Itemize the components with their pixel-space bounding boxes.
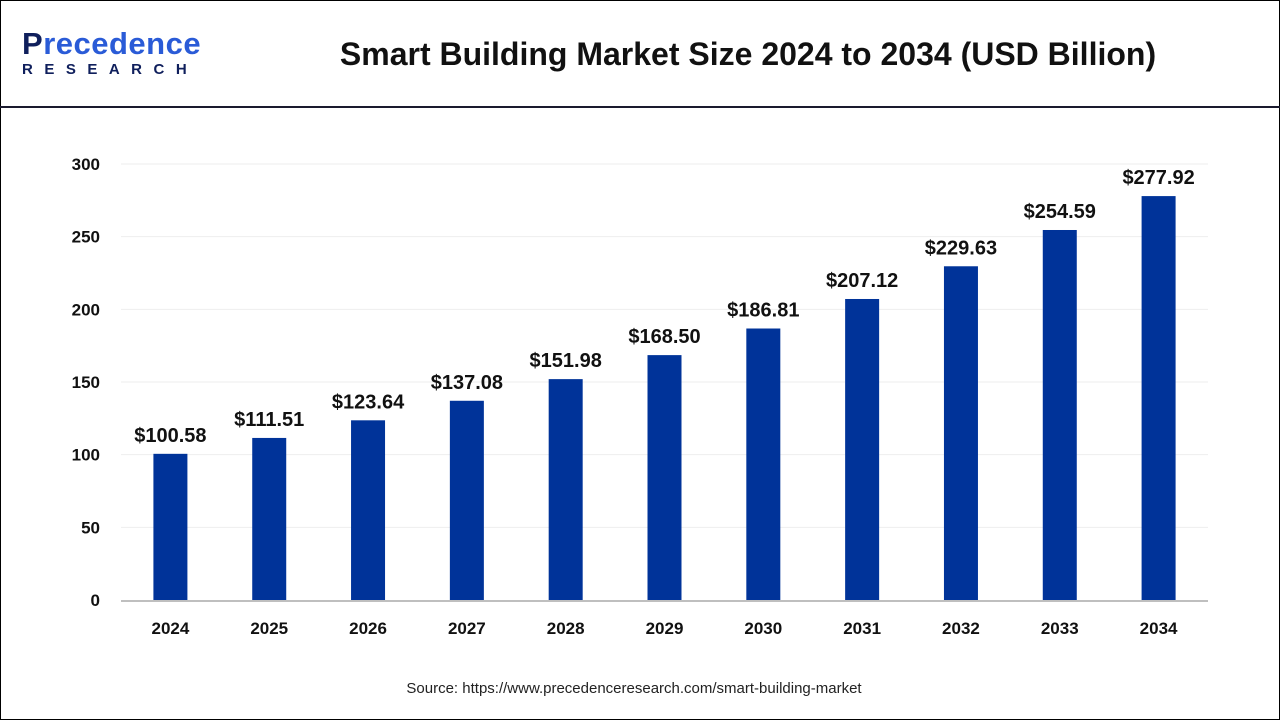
y-tick-label: 50 (81, 518, 100, 537)
logo-subtext: RESEARCH (22, 61, 199, 78)
bar-2034 (1141, 196, 1176, 600)
precedence-research-logo: Precedence RESEARCH (22, 26, 202, 79)
data-label: $123.64 (332, 391, 405, 413)
bar-2031 (845, 298, 880, 600)
bar-2033 (1042, 229, 1077, 601)
y-tick-label: 250 (72, 228, 100, 247)
logo-text: Precedence (22, 26, 202, 61)
data-label: $100.58 (134, 425, 206, 447)
x-tick-label: 2025 (250, 619, 288, 638)
x-tick-label: 2032 (942, 619, 980, 638)
x-tick-label: 2027 (448, 619, 486, 638)
bar-2029 (647, 355, 682, 600)
x-tick-label: 2028 (547, 619, 585, 638)
x-tick-label: 2031 (843, 619, 881, 638)
bar-2025 (252, 437, 287, 600)
data-label: $254.59 (1024, 201, 1096, 223)
source-note: Source: https://www.precedenceresearch.c… (406, 680, 862, 697)
y-tick-label: 150 (72, 373, 100, 392)
x-tick-label: 2026 (349, 619, 387, 638)
data-label: $229.63 (925, 237, 997, 259)
bar-2026 (351, 420, 386, 600)
y-tick-label: 100 (72, 446, 100, 465)
x-tick-label: 2034 (1140, 619, 1178, 638)
data-label: $207.12 (826, 270, 898, 292)
data-label: $151.98 (530, 350, 602, 372)
bar-2028 (548, 379, 583, 600)
bar-2027 (449, 400, 484, 600)
data-label: $186.81 (727, 300, 799, 322)
data-label: $277.92 (1122, 167, 1194, 189)
y-tick-label: 300 (72, 155, 100, 174)
data-label: $137.08 (431, 372, 503, 394)
x-tick-label: 2024 (151, 619, 189, 638)
data-label: $168.50 (628, 326, 700, 348)
x-tick-label: 2029 (646, 619, 684, 638)
header: Precedence RESEARCH Smart Building Marke… (0, 0, 1280, 108)
bar-2030 (746, 328, 781, 600)
x-tick-label: 2030 (744, 619, 782, 638)
bar-2032 (943, 266, 978, 600)
chart-title: Smart Building Market Size 2024 to 2034 … (339, 36, 1157, 72)
x-tick-label: 2033 (1041, 619, 1079, 638)
data-label: $111.51 (234, 409, 304, 431)
y-tick-label: 0 (91, 591, 100, 610)
y-tick-label: 200 (72, 300, 100, 319)
bar-2024 (153, 453, 188, 600)
